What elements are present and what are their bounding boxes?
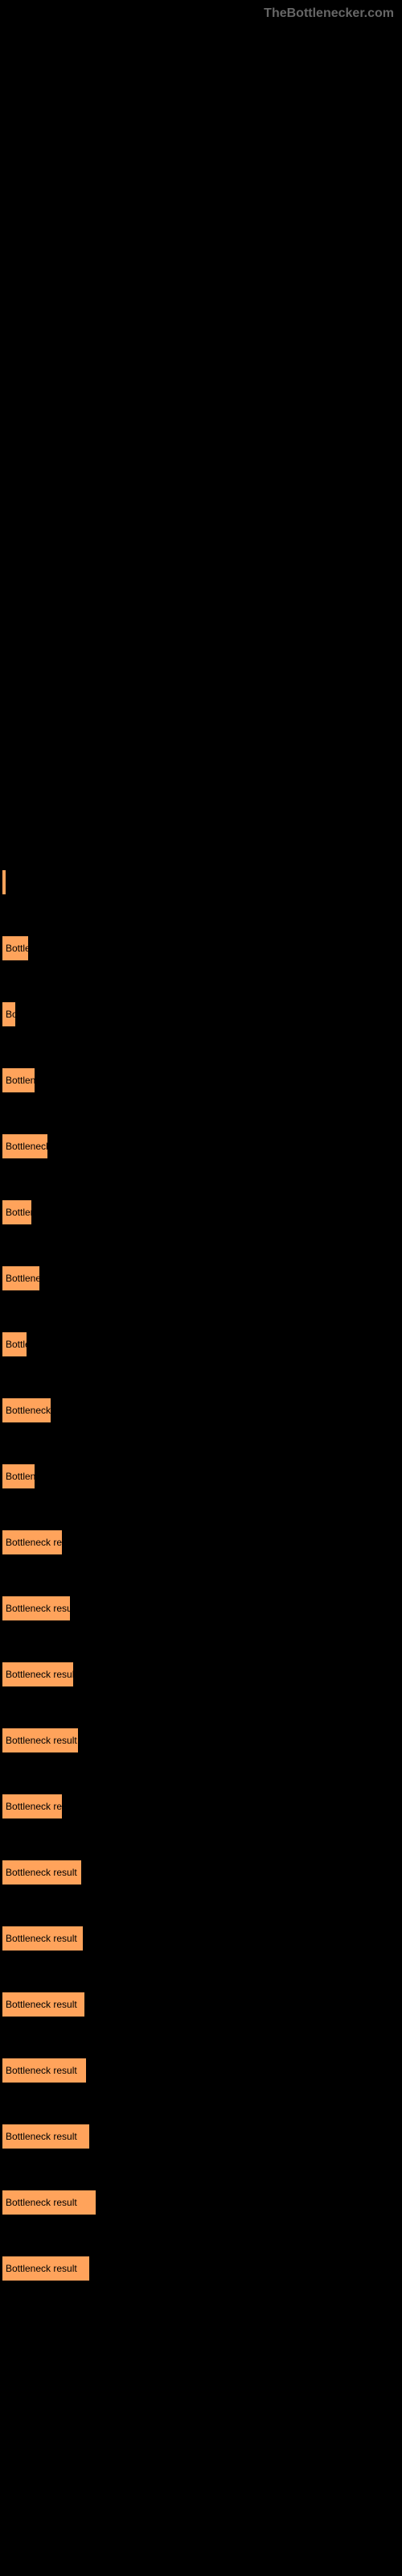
bar-row: Bottleneck result — [2, 1662, 402, 1687]
bar-chart: B Bottle Bo Bottlene Bottleneck Bottlen Bottle… — [0, 0, 402, 2281]
chart-bar: Bottle — [2, 935, 29, 961]
chart-bar: B — [2, 869, 6, 895]
bar-row: Bottleneck result — [2, 1860, 402, 1885]
bar-row: Bottleneck result — [2, 2256, 402, 2281]
chart-bar: Bottleneck res — [2, 1794, 63, 1819]
chart-bar: Bottleneck result — [2, 1728, 79, 1753]
bar-row: Bottleneck result — [2, 1926, 402, 1951]
chart-bar: Bottlene — [2, 1067, 35, 1093]
chart-bar: Bottleneck r — [2, 1397, 51, 1423]
bar-row: Bottleneck r — [2, 1397, 402, 1423]
bar-row: Bottle — [2, 935, 402, 961]
bar-row: Bottlenec — [2, 1265, 402, 1291]
bar-row: B — [2, 869, 402, 895]
bar-row: Bottlene — [2, 1463, 402, 1489]
bar-row: Bottleneck result — [2, 2124, 402, 2149]
chart-bar: Bottlen — [2, 1199, 32, 1225]
chart-bar: Bottleneck resu — [2, 1530, 63, 1555]
chart-bar: Bo — [2, 1001, 16, 1027]
bar-row: Bo — [2, 1001, 402, 1027]
chart-bar: Bottleneck result — [2, 2256, 90, 2281]
chart-bar: Bottleneck result — [2, 1992, 85, 2017]
bar-row: Bottleneck result — [2, 1596, 402, 1621]
chart-bar: Bottle — [2, 1331, 27, 1357]
bar-row: Bottleneck — [2, 1133, 402, 1159]
bar-row: Bottleneck result — [2, 1728, 402, 1753]
chart-bar: Bottleneck result — [2, 2190, 96, 2215]
chart-bar: Bottlene — [2, 1463, 35, 1489]
chart-bar: Bottleneck result — [2, 1596, 71, 1621]
bar-row: Bottleneck result — [2, 1992, 402, 2017]
chart-bar: Bottleneck result — [2, 2124, 90, 2149]
watermark-text: TheBottlenecker.com — [264, 6, 394, 21]
chart-bar: Bottleneck — [2, 1133, 48, 1159]
chart-bar: Bottleneck result — [2, 1860, 82, 1885]
bar-row: Bottlene — [2, 1067, 402, 1093]
bar-row: Bottleneck resu — [2, 1530, 402, 1555]
chart-bar: Bottlenec — [2, 1265, 40, 1291]
bar-row: Bottleneck result — [2, 2058, 402, 2083]
chart-bar: Bottleneck result — [2, 2058, 87, 2083]
bar-row: Bottle — [2, 1331, 402, 1357]
bar-row: Bottlen — [2, 1199, 402, 1225]
chart-bar: Bottleneck result — [2, 1662, 74, 1687]
bar-row: Bottleneck res — [2, 1794, 402, 1819]
bar-row: Bottleneck result — [2, 2190, 402, 2215]
chart-bar: Bottleneck result — [2, 1926, 84, 1951]
